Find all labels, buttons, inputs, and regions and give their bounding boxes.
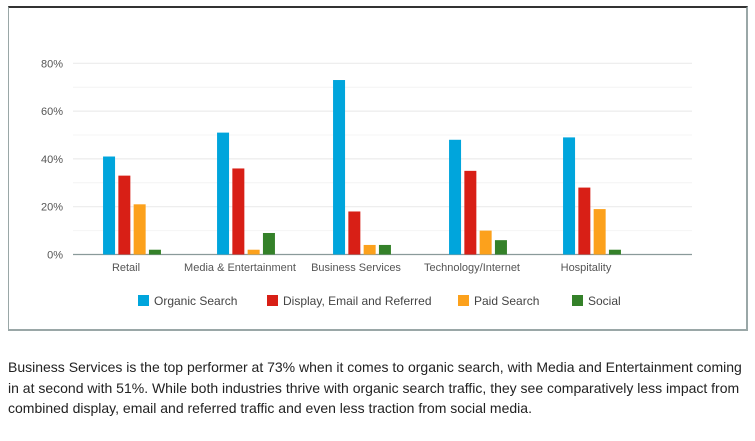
bar-social-3 [494,240,507,255]
x-category-label: Media & Entertainment [184,262,296,274]
bar-paid-search-1 [247,249,260,255]
bar-organic-search-3 [449,139,462,255]
bar-social-1 [262,232,275,255]
bar-paid-search-3 [479,230,492,255]
legend-label: Organic Search [154,294,237,308]
bar-organic-search-1 [217,132,230,255]
bar-organic-search-4 [563,137,576,255]
bar-display-email-and-referred-1 [232,168,245,255]
chart-container [8,6,748,331]
bar-organic-search-0 [103,156,116,255]
legend-swatch [267,295,278,306]
legend-swatch [572,295,583,306]
bar-social-4 [608,249,621,255]
bar-organic-search-2 [333,80,346,255]
bar-display-email-and-referred-2 [348,211,361,255]
bar-display-email-and-referred-0 [118,175,131,255]
bar-social-0 [148,249,161,255]
bar-paid-search-2 [363,244,376,255]
y-tick-label: 20% [41,202,63,214]
bar-social-2 [378,244,391,255]
x-category-label: Business Services [311,262,401,274]
x-category-label: Hospitality [561,262,612,274]
legend-label: Paid Search [474,294,539,308]
legend-label: Social [588,294,621,308]
legend-label: Display, Email and Referred [283,294,432,308]
y-tick-label: 60% [41,106,63,118]
y-tick-label: 0% [47,250,63,262]
y-tick-label: 80% [41,58,63,70]
x-category-label: Technology/Internet [424,262,520,274]
chart-caption: Business Services is the top performer a… [8,359,742,416]
bar-paid-search-0 [133,204,146,255]
bar-display-email-and-referred-3 [464,170,477,255]
bar-paid-search-4 [593,209,606,255]
legend-swatch [138,295,149,306]
legend-swatch [458,295,469,306]
y-tick-label: 40% [41,154,63,166]
bar-chart: 0% 20% 40% 60% 80% Retail Media & Entertainmen… [41,58,692,308]
x-category-label: Retail [112,262,140,274]
bar-display-email-and-referred-4 [578,187,591,255]
